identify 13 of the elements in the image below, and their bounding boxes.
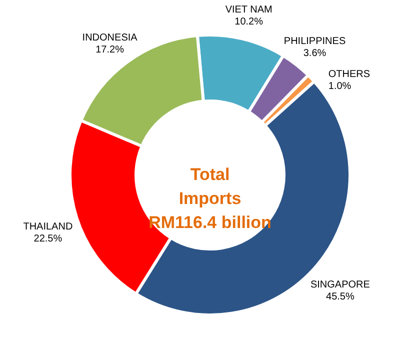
data-label: 10.2% xyxy=(234,16,264,28)
data-label: 45.5% xyxy=(326,291,354,302)
slice-label: OTHERS xyxy=(328,69,370,80)
data-label: 17.2% xyxy=(96,44,124,56)
text: Total Imports RM116.4 billion xyxy=(148,165,272,232)
data-label: 3.6% xyxy=(303,48,326,60)
data-label: 1.0% xyxy=(328,81,352,92)
slice-label: VIET NAM xyxy=(225,4,272,16)
slice-label: SINGAPORE xyxy=(310,279,370,290)
slice-label: THAILAND xyxy=(23,221,73,232)
slice-label: PHILIPPINES xyxy=(284,36,346,48)
slice-label: INDONESIA xyxy=(82,32,138,44)
data-label: 22.5% xyxy=(34,233,62,244)
